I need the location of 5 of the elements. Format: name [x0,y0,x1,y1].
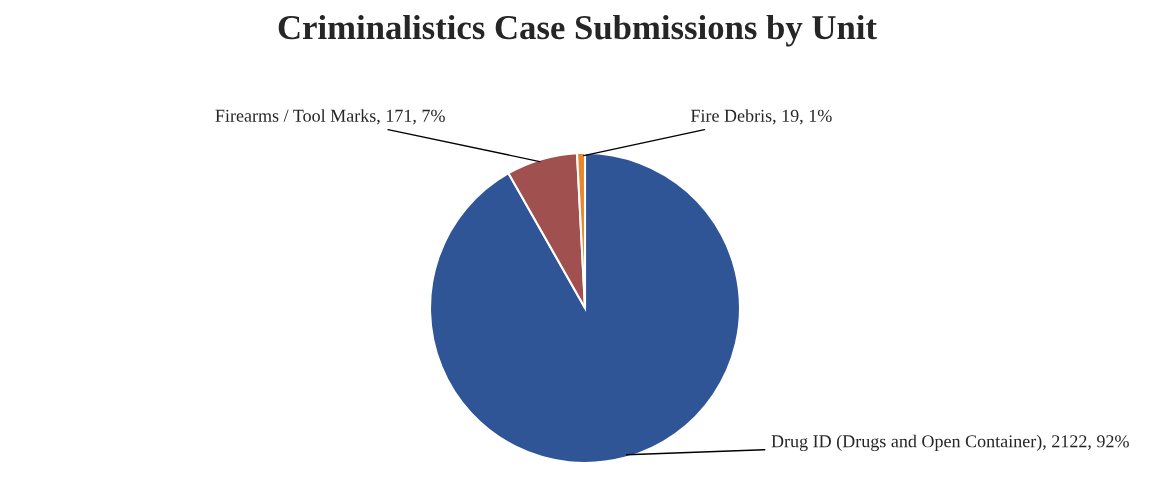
slice-label: Firearms / Tool Marks, 171, 7% [215,109,445,125]
pie-slice [428,151,742,465]
slice-label: Fire Debris, 19, 1% [690,109,832,125]
chart-title: Criminalistics Case Submissions by Unit [278,14,877,47]
slice-label: Drug ID (Drugs and Open Container), 2122, 92% [771,434,1129,452]
